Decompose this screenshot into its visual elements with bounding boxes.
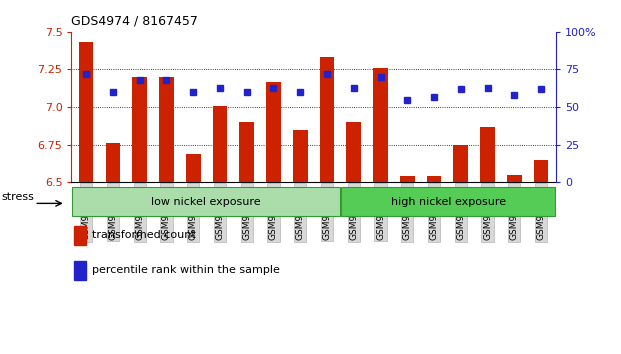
- Bar: [266, 81, 281, 182]
- Bar: [75, 226, 86, 245]
- FancyBboxPatch shape: [72, 188, 340, 216]
- Bar: [533, 160, 548, 182]
- Text: transformed count: transformed count: [92, 230, 196, 240]
- Bar: [427, 176, 442, 182]
- Bar: [453, 145, 468, 182]
- Bar: [320, 57, 334, 182]
- Bar: [75, 261, 86, 280]
- Bar: [373, 68, 388, 182]
- Bar: [239, 122, 254, 182]
- FancyBboxPatch shape: [341, 188, 555, 216]
- Bar: [186, 154, 201, 182]
- Text: stress: stress: [1, 192, 34, 202]
- Text: low nickel exposure: low nickel exposure: [151, 197, 261, 207]
- Bar: [212, 105, 227, 182]
- Bar: [480, 127, 495, 182]
- Bar: [106, 143, 120, 182]
- Text: high nickel exposure: high nickel exposure: [391, 197, 505, 207]
- Bar: [159, 77, 174, 182]
- Bar: [293, 130, 307, 182]
- Bar: [400, 176, 415, 182]
- Bar: [132, 77, 147, 182]
- Bar: [79, 42, 94, 182]
- Text: percentile rank within the sample: percentile rank within the sample: [92, 265, 279, 275]
- Bar: [347, 122, 361, 182]
- Text: GDS4974 / 8167457: GDS4974 / 8167457: [71, 15, 198, 28]
- Bar: [507, 175, 522, 182]
